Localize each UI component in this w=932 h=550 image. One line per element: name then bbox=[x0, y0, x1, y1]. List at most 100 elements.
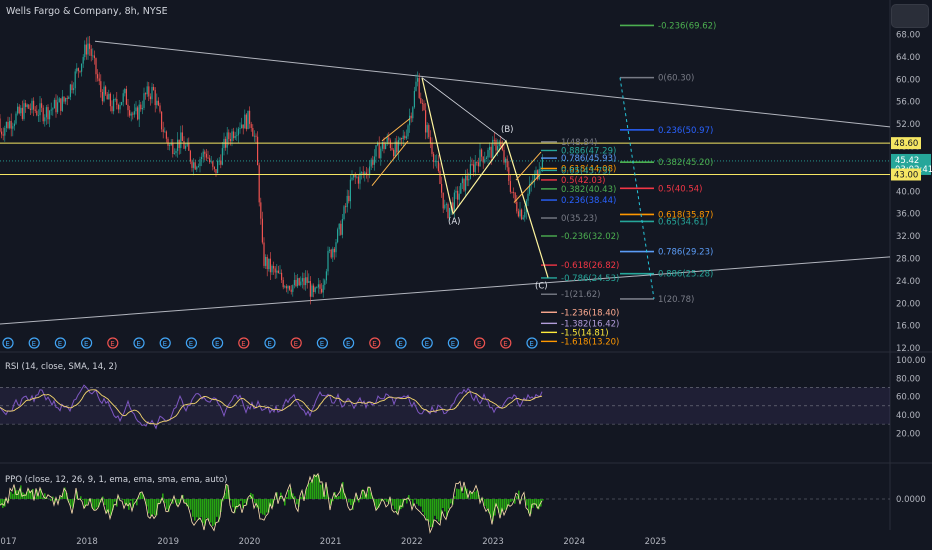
candle-body bbox=[385, 143, 387, 149]
ppo-histogram-bar bbox=[460, 487, 462, 499]
candle-body bbox=[282, 280, 284, 288]
ppo-histogram-bar bbox=[268, 499, 270, 513]
toolbar-button[interactable] bbox=[891, 4, 929, 28]
ppo-histogram-bar bbox=[342, 482, 344, 499]
candle-body bbox=[517, 211, 519, 217]
ppo-histogram-bar bbox=[240, 499, 242, 501]
rsi-pane: RSI (14, close, SMA, 14, 2) bbox=[0, 362, 890, 430]
candle-body bbox=[220, 160, 222, 165]
candle-body bbox=[74, 71, 76, 89]
ppo-histogram-bar bbox=[470, 492, 472, 499]
price-axis[interactable]: 12.00 16.00 20.00 24.00 28.00 32.00 36.00 40.00… bbox=[891, 31, 932, 506]
time-axis[interactable]: 2017 2018 2019 2020 2021 2022 2023 2024 2025 bbox=[0, 537, 666, 547]
ppo-histogram-bar bbox=[210, 499, 212, 523]
fib-level-label: 1(48.84) bbox=[561, 138, 597, 148]
candle-body bbox=[247, 110, 249, 130]
candle-body bbox=[433, 153, 435, 162]
candle-body bbox=[89, 43, 91, 49]
ppo-histogram-bar bbox=[94, 499, 96, 511]
time-tick-label: 2018 bbox=[76, 537, 98, 547]
earnings-marker-label: E bbox=[136, 340, 140, 348]
ppo-histogram-bar bbox=[220, 499, 222, 513]
ppo-histogram-bar bbox=[170, 499, 172, 502]
time-tick-label: 2021 bbox=[320, 537, 342, 547]
candle-body bbox=[69, 84, 71, 97]
candle-body bbox=[90, 48, 92, 56]
candle-body bbox=[362, 172, 364, 175]
ppo-histogram-bar bbox=[38, 495, 40, 499]
ppo-histogram-bar bbox=[92, 499, 94, 509]
ppo-histogram-bar bbox=[262, 499, 264, 515]
ppo-histogram-bar bbox=[42, 497, 44, 499]
candle-body bbox=[20, 107, 22, 114]
ppo-histogram-bar bbox=[172, 499, 174, 504]
candle-body bbox=[252, 127, 254, 137]
fib-level-label: -0.236(69.62) bbox=[658, 21, 716, 31]
candle-body bbox=[44, 117, 46, 122]
candle-body bbox=[519, 209, 521, 217]
candle-body bbox=[298, 278, 300, 286]
candle-body bbox=[31, 100, 33, 110]
earnings-marker-label: E bbox=[398, 340, 402, 348]
ppo-histogram-bar bbox=[448, 499, 450, 509]
candle-body bbox=[417, 78, 419, 82]
ppo-histogram-bar bbox=[256, 499, 258, 508]
ppo-histogram-bar bbox=[156, 499, 158, 516]
candle-body bbox=[354, 174, 356, 178]
fib-level-label: 0.382(40.43) bbox=[561, 185, 616, 195]
candle-body bbox=[378, 142, 380, 159]
ppo-histogram-bar bbox=[330, 499, 332, 506]
ppo-histogram-bar bbox=[102, 496, 104, 499]
ppo-histogram-bar bbox=[242, 499, 244, 508]
candle-body bbox=[7, 121, 9, 129]
candle-body bbox=[28, 104, 30, 109]
ppo-histogram-bar bbox=[82, 499, 84, 501]
ppo-histogram-bar bbox=[322, 483, 324, 499]
ppo-histogram-bar bbox=[226, 484, 228, 499]
candle-body bbox=[487, 149, 489, 158]
ppo-histogram-bar bbox=[480, 499, 482, 501]
candle-body bbox=[335, 242, 337, 253]
ppo-histogram-bar bbox=[86, 499, 88, 505]
ppo-histogram-bar bbox=[52, 496, 54, 499]
ppo-histogram-bar bbox=[338, 496, 340, 499]
candle-body bbox=[345, 206, 347, 208]
candle-body bbox=[196, 166, 198, 170]
ppo-histogram-bar bbox=[358, 499, 360, 503]
candle-body bbox=[327, 250, 329, 272]
candle-body bbox=[343, 206, 345, 220]
candle-body bbox=[233, 131, 235, 139]
candle-body bbox=[121, 102, 123, 105]
time-tick-label: 2019 bbox=[157, 537, 179, 547]
fib-level-label: 0.65(43.73) bbox=[561, 166, 611, 176]
candle-body bbox=[84, 44, 86, 58]
price-tick-label: 36.00 bbox=[896, 210, 920, 220]
candle-body bbox=[236, 135, 238, 137]
ppo-histogram-bar bbox=[502, 499, 504, 511]
ppo-histogram-bar bbox=[274, 499, 276, 501]
ppo-histogram-bar bbox=[272, 499, 274, 507]
wave-label: (B) bbox=[501, 125, 513, 135]
candle-body bbox=[212, 161, 214, 167]
candle-body bbox=[351, 177, 353, 180]
candle-body bbox=[153, 86, 155, 91]
ppo-histogram-bar bbox=[46, 497, 48, 499]
current-price-text: 45.42 bbox=[895, 156, 919, 166]
fib-level-label: -0.236(32.02) bbox=[561, 232, 619, 242]
ppo-histogram-bar bbox=[124, 499, 126, 504]
candle-body bbox=[71, 84, 73, 91]
ppo-histogram-bar bbox=[260, 499, 262, 514]
earnings-marker bbox=[238, 337, 250, 349]
candle-body bbox=[285, 286, 287, 289]
ppo-histogram-bar bbox=[506, 499, 508, 509]
ppo-histogram-bar bbox=[530, 499, 532, 514]
candle-body bbox=[138, 104, 140, 120]
candle-body bbox=[215, 169, 217, 174]
ppo-histogram-bar bbox=[214, 499, 216, 525]
candle-body bbox=[453, 192, 455, 212]
candle-body bbox=[101, 92, 103, 102]
ppo-histogram-bar bbox=[444, 499, 446, 512]
candle-body bbox=[266, 256, 268, 269]
